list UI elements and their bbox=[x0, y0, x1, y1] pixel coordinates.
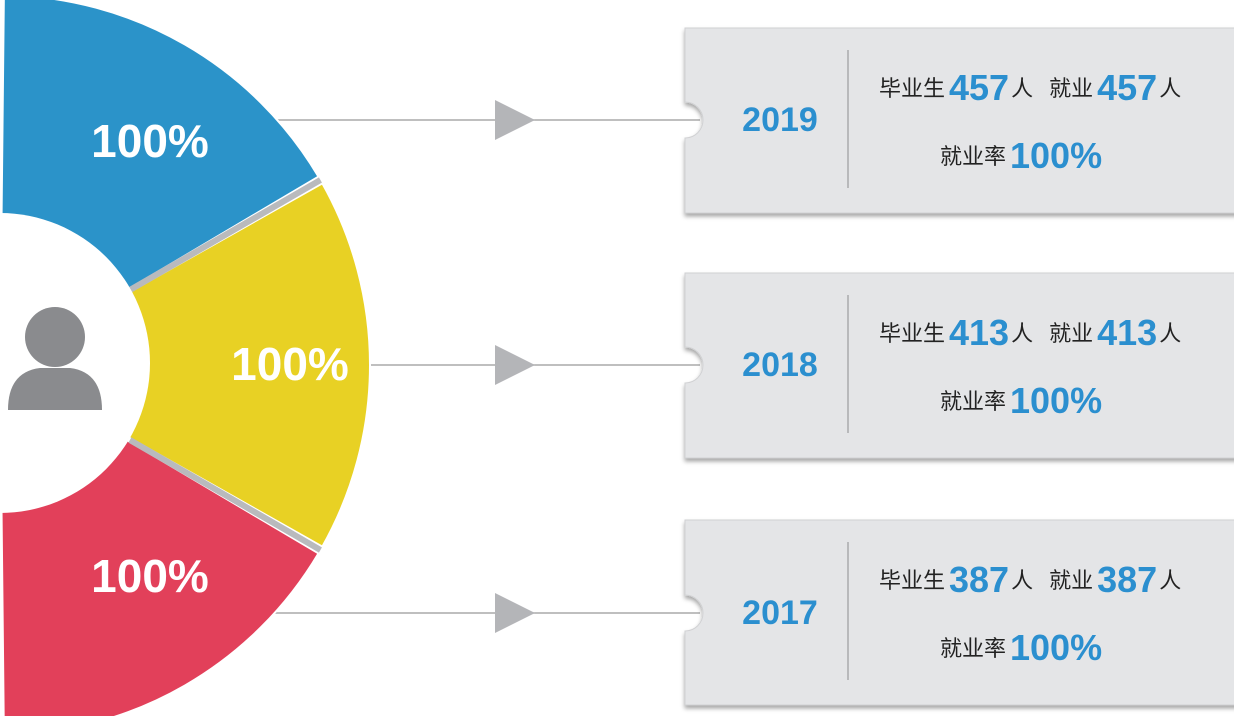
segment-divider bbox=[128, 437, 322, 553]
arrow bbox=[495, 345, 535, 385]
stat-employed-label: 就业 bbox=[1049, 569, 1093, 594]
stat-graduates: 387 bbox=[949, 559, 1009, 600]
stat-graduates-label: 毕业生 bbox=[879, 569, 945, 594]
inner-circle bbox=[0, 213, 150, 513]
person-head bbox=[25, 307, 85, 367]
segment bbox=[0, 182, 371, 548]
rate-label: 就业率 bbox=[940, 390, 1006, 415]
card-bg bbox=[684, 519, 1234, 706]
arrow bbox=[495, 593, 535, 633]
card-year: 2019 bbox=[742, 101, 818, 139]
card-rate: 就业率 100% bbox=[940, 135, 1102, 176]
stat-employed: 457 bbox=[1097, 67, 1157, 108]
stat-unit: 人 bbox=[1011, 77, 1033, 102]
person-body bbox=[8, 368, 102, 410]
stat-unit: 人 bbox=[1159, 77, 1181, 102]
card-rate: 就业率 100% bbox=[940, 627, 1102, 668]
segment-label: 100% bbox=[91, 115, 209, 167]
card-rate: 就业率 100% bbox=[940, 380, 1102, 421]
card-year: 2018 bbox=[742, 346, 818, 384]
stat-graduates: 457 bbox=[949, 67, 1009, 108]
stat-graduates-label: 毕业生 bbox=[879, 77, 945, 102]
arrow bbox=[495, 100, 535, 140]
segment-divider bbox=[128, 177, 322, 293]
rate-label: 就业率 bbox=[940, 145, 1006, 170]
card-stats: 毕业生 457人 就业 457人 bbox=[879, 67, 1181, 108]
stat-unit: 人 bbox=[1011, 569, 1033, 594]
stat-graduates-label: 毕业生 bbox=[879, 322, 945, 347]
card-bg bbox=[684, 27, 1234, 214]
rate-value: 100% bbox=[1010, 627, 1102, 668]
rate-value: 100% bbox=[1010, 380, 1102, 421]
stat-employed: 387 bbox=[1097, 559, 1157, 600]
segment-label: 100% bbox=[231, 338, 349, 390]
card-year: 2017 bbox=[742, 594, 818, 632]
card-stats: 毕业生 387人 就业 387人 bbox=[879, 559, 1181, 600]
stat-graduates: 413 bbox=[949, 312, 1009, 353]
stat-employed-label: 就业 bbox=[1049, 77, 1093, 102]
card-bg bbox=[684, 272, 1234, 459]
segment-label: 100% bbox=[91, 550, 209, 602]
stat-unit: 人 bbox=[1011, 322, 1033, 347]
stat-unit: 人 bbox=[1159, 322, 1181, 347]
rate-label: 就业率 bbox=[940, 637, 1006, 662]
rate-value: 100% bbox=[1010, 135, 1102, 176]
card-stats: 毕业生 413人 就业 413人 bbox=[879, 312, 1181, 353]
stat-unit: 人 bbox=[1159, 569, 1181, 594]
stat-employed-label: 就业 bbox=[1049, 322, 1093, 347]
stat-employed: 413 bbox=[1097, 312, 1157, 353]
